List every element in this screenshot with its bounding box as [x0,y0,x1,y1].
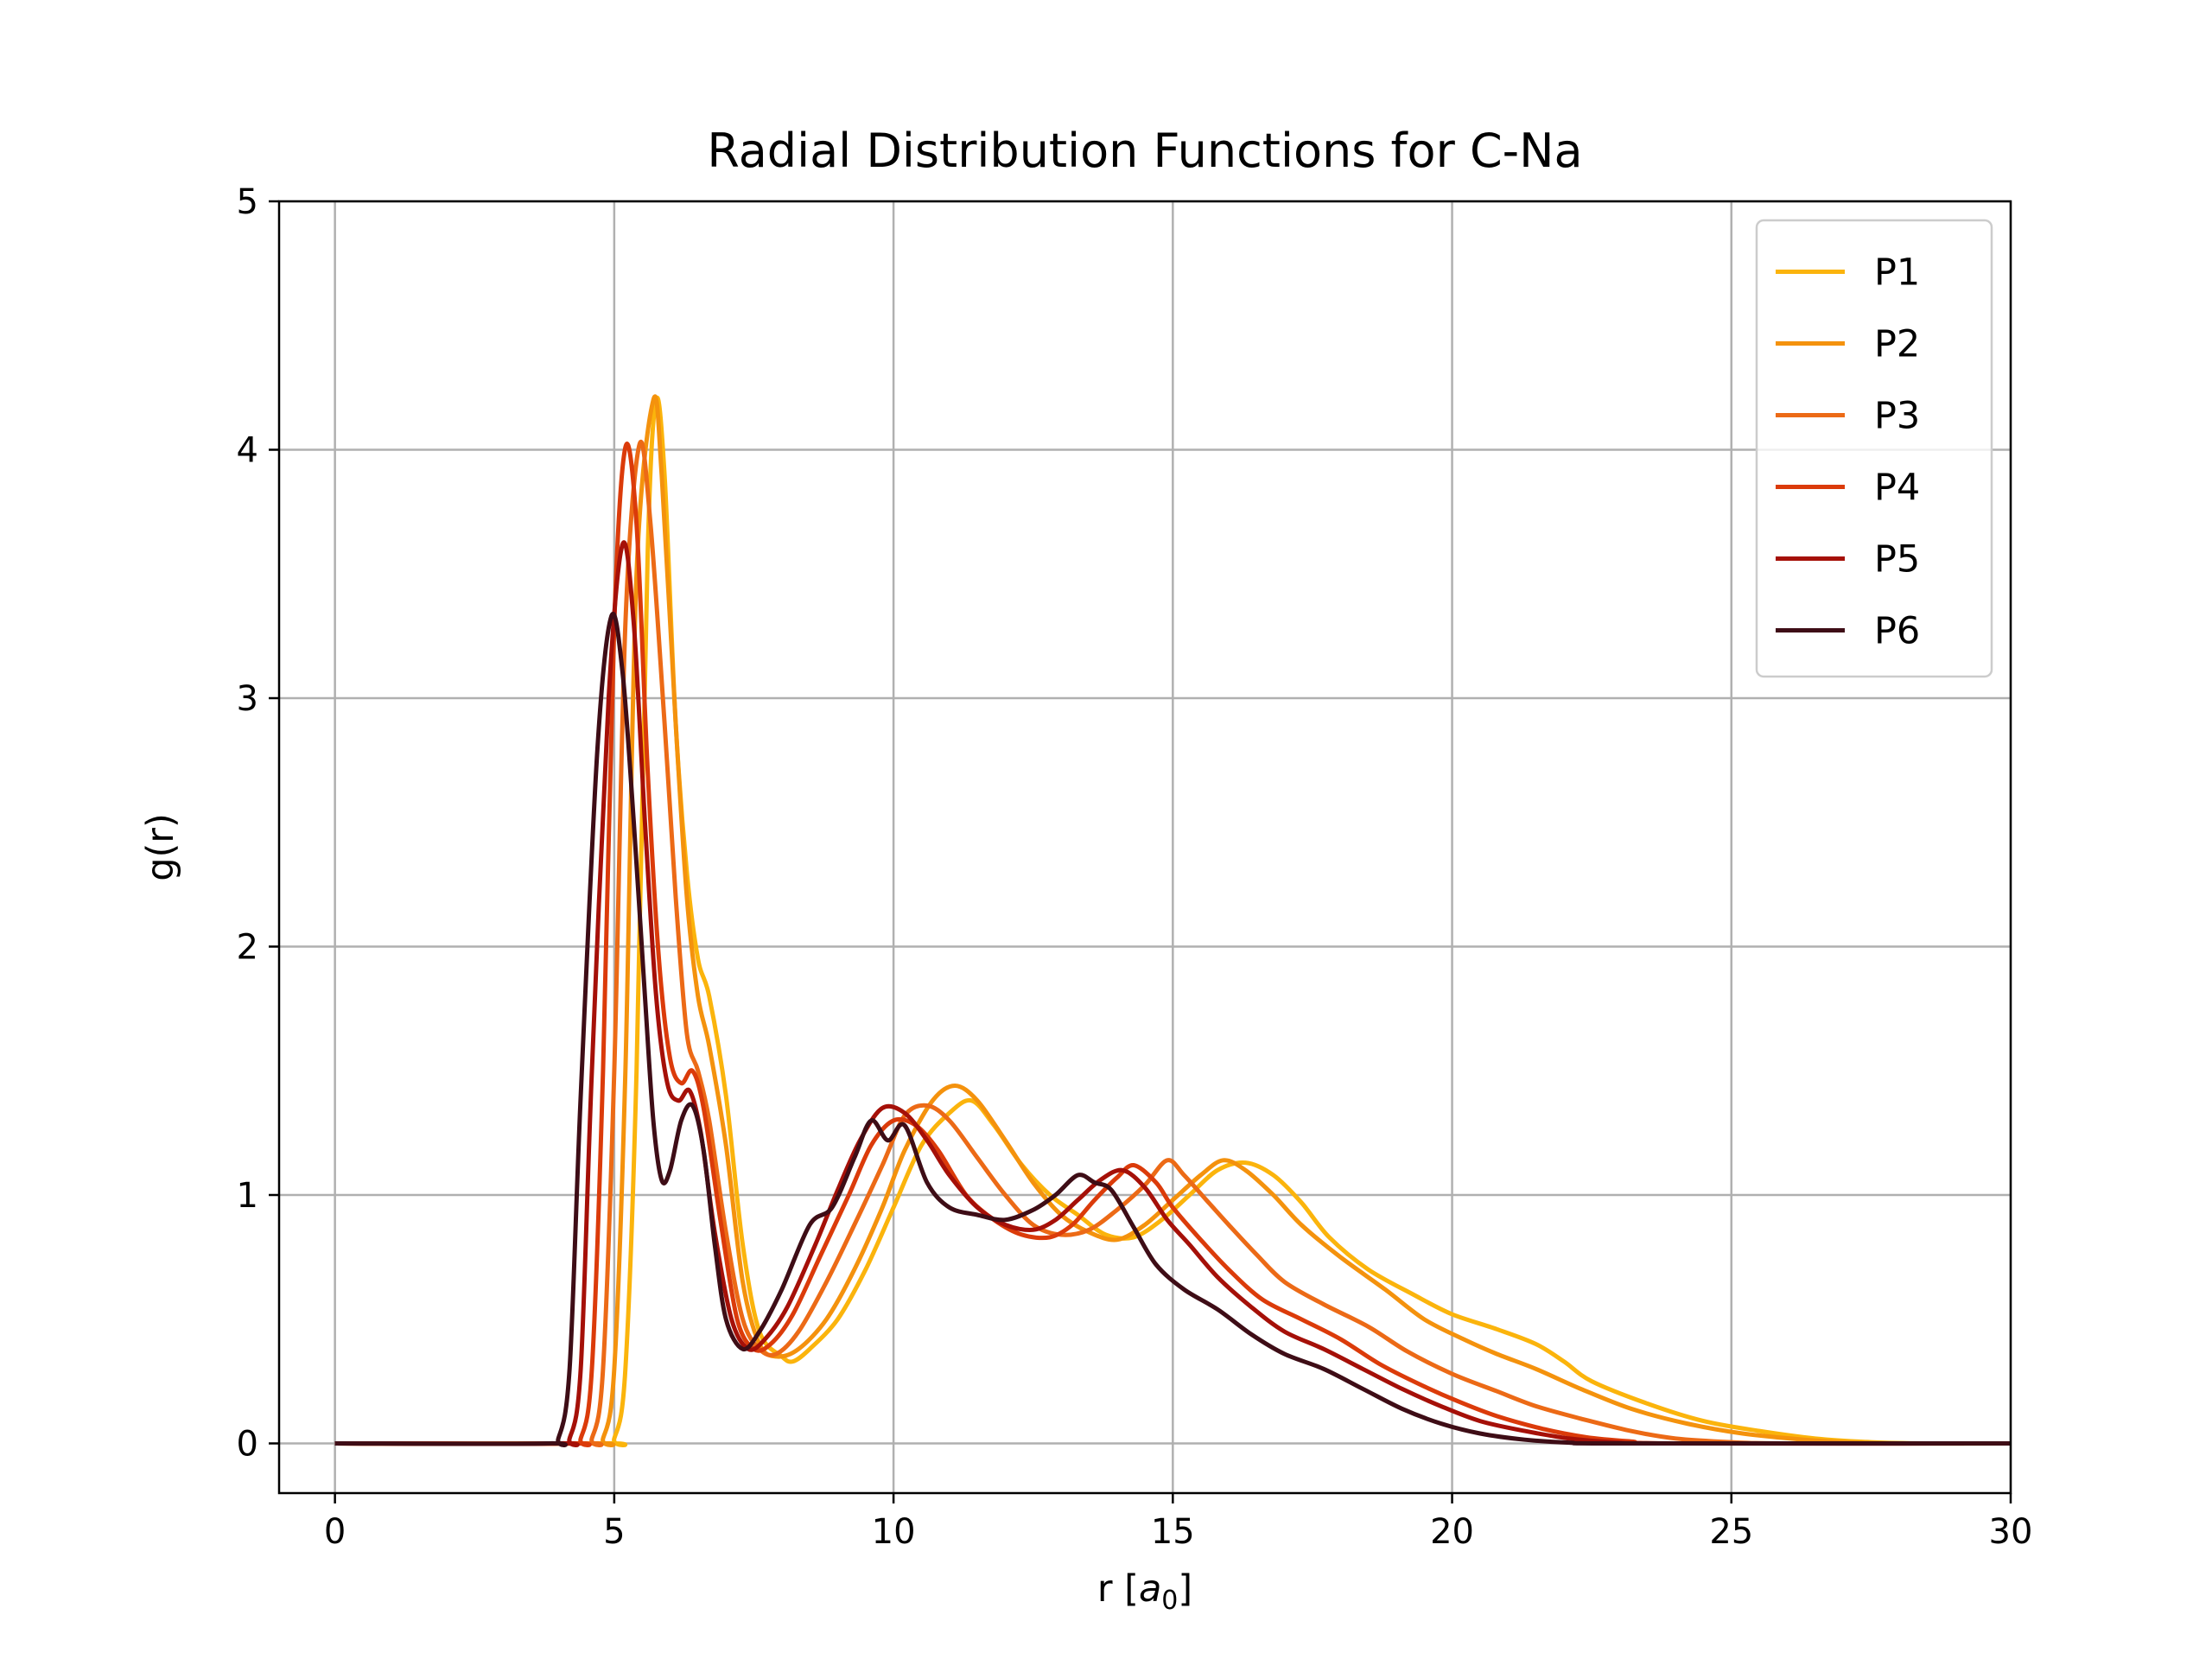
y-tick-label: 0 [237,1425,258,1465]
x-tick-label: 30 [1989,1512,2033,1552]
x-tick-label: 25 [1709,1512,1753,1552]
x-tick-label: 10 [872,1512,916,1552]
y-axis-label: g(r) [139,813,182,881]
legend-label-p3: P3 [1874,395,1920,438]
x-ticks: 0 5 10 15 20 25 30 [324,1493,2033,1552]
series-line-p1 [334,396,2012,1448]
legend-label-p1: P1 [1874,251,1920,295]
legend-label-p6: P6 [1874,610,1920,653]
x-tick-label: 15 [1151,1512,1195,1552]
chart-title: Radial Distribution Functions for C-Na [707,124,1582,178]
x-axis-label-sub: 0 [1161,1586,1178,1616]
plot-lines [334,394,2012,1448]
axes-frame [277,200,2012,1495]
legend-box [1755,219,1993,678]
x-tick-label: 5 [603,1512,625,1552]
x-tick-label: 20 [1430,1512,1474,1552]
y-tick-label: 1 [237,1176,258,1216]
legend: P1 P2 P3 P4 P5 P6 [1755,219,1993,678]
x-axis-label-var: a [1139,1567,1161,1611]
legend-label-p5: P5 [1874,538,1920,582]
x-axis-label-prefix: r [ [1097,1567,1139,1611]
y-tick-label: 2 [237,928,258,968]
y-tick-label: 4 [237,431,258,471]
legend-label-p2: P2 [1874,323,1920,366]
y-tick-label: 3 [237,679,258,719]
series-line-p6 [334,612,2012,1447]
x-axis-label-suffix: ] [1178,1567,1192,1611]
legend-label-p4: P4 [1874,467,1920,510]
x-tick-label: 0 [324,1512,346,1552]
y-tick-label: 5 [237,182,258,222]
series-line-p4 [334,442,2012,1447]
legend-items: P1 P2 P3 P4 P5 P6 [1776,251,1920,653]
y-ticks: 0 1 2 3 4 5 [237,182,279,1465]
series-line-p2 [334,394,2012,1448]
x-axis-label: r [a0] [1097,1567,1192,1616]
